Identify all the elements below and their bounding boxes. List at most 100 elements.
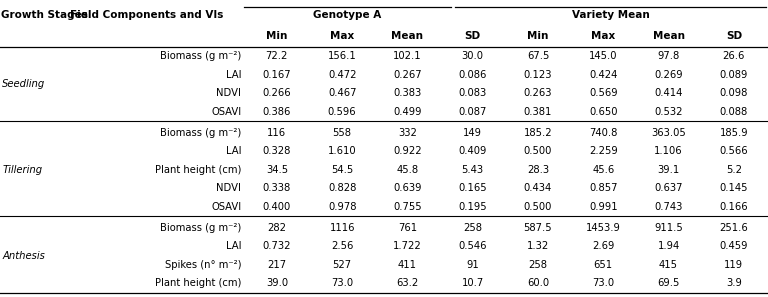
Text: 0.088: 0.088 [720, 107, 748, 117]
Text: Tillering: Tillering [2, 165, 42, 175]
Text: OSAVI: OSAVI [211, 202, 241, 212]
Text: 761: 761 [398, 223, 417, 233]
Text: Biomass (g m⁻²): Biomass (g m⁻²) [160, 223, 241, 233]
Text: 0.386: 0.386 [263, 107, 291, 117]
Text: 0.400: 0.400 [263, 202, 291, 212]
Text: 558: 558 [333, 128, 352, 138]
Text: 73.0: 73.0 [592, 278, 614, 288]
Text: 0.639: 0.639 [393, 183, 422, 193]
Text: 0.145: 0.145 [720, 183, 748, 193]
Text: 0.569: 0.569 [589, 88, 617, 98]
Text: 26.6: 26.6 [723, 51, 745, 61]
Text: 0.165: 0.165 [458, 183, 487, 193]
Text: 1453.9: 1453.9 [586, 223, 621, 233]
Text: 332: 332 [398, 128, 417, 138]
Text: 5.2: 5.2 [726, 165, 742, 175]
Text: 149: 149 [463, 128, 482, 138]
Text: 28.3: 28.3 [527, 165, 549, 175]
Text: 185.9: 185.9 [720, 128, 748, 138]
Text: Genotype A: Genotype A [313, 10, 382, 20]
Text: LAI: LAI [226, 241, 241, 251]
Text: 0.546: 0.546 [458, 241, 487, 251]
Text: 0.167: 0.167 [263, 69, 291, 80]
Text: 0.978: 0.978 [328, 202, 356, 212]
Text: 97.8: 97.8 [657, 51, 680, 61]
Text: 0.828: 0.828 [328, 183, 356, 193]
Text: 30.0: 30.0 [462, 51, 484, 61]
Text: LAI: LAI [226, 146, 241, 156]
Text: 0.424: 0.424 [589, 69, 617, 80]
Text: 39.0: 39.0 [266, 278, 288, 288]
Text: 0.596: 0.596 [328, 107, 356, 117]
Text: 0.409: 0.409 [458, 146, 487, 156]
Text: 60.0: 60.0 [527, 278, 549, 288]
Text: Biomass (g m⁻²): Biomass (g m⁻²) [160, 51, 241, 61]
Text: 63.2: 63.2 [396, 278, 419, 288]
Text: Mean: Mean [653, 31, 684, 41]
Text: 156.1: 156.1 [328, 51, 356, 61]
Text: 0.459: 0.459 [720, 241, 748, 251]
Text: 0.083: 0.083 [458, 88, 487, 98]
Text: 0.087: 0.087 [458, 107, 487, 117]
Text: 0.532: 0.532 [654, 107, 683, 117]
Text: 1116: 1116 [329, 223, 355, 233]
Text: OSAVI: OSAVI [211, 107, 241, 117]
Text: 102.1: 102.1 [393, 51, 422, 61]
Text: 54.5: 54.5 [331, 165, 353, 175]
Text: Max: Max [591, 31, 615, 41]
Text: 740.8: 740.8 [589, 128, 617, 138]
Text: 91: 91 [466, 260, 479, 270]
Text: 0.381: 0.381 [524, 107, 552, 117]
Text: 0.500: 0.500 [524, 202, 552, 212]
Text: 0.434: 0.434 [524, 183, 552, 193]
Text: 0.089: 0.089 [720, 69, 748, 80]
Text: 145.0: 145.0 [589, 51, 617, 61]
Text: 282: 282 [267, 223, 286, 233]
Text: 2.69: 2.69 [592, 241, 614, 251]
Text: 1.610: 1.610 [328, 146, 356, 156]
Text: 0.269: 0.269 [654, 69, 683, 80]
Text: 0.637: 0.637 [654, 183, 683, 193]
Text: 0.991: 0.991 [589, 202, 617, 212]
Text: 251.6: 251.6 [720, 223, 748, 233]
Text: 34.5: 34.5 [266, 165, 288, 175]
Text: 0.098: 0.098 [720, 88, 748, 98]
Text: 0.263: 0.263 [524, 88, 552, 98]
Text: Biomass (g m⁻²): Biomass (g m⁻²) [160, 128, 241, 138]
Text: NDVI: NDVI [217, 183, 241, 193]
Text: 119: 119 [724, 260, 743, 270]
Text: 73.0: 73.0 [331, 278, 353, 288]
Text: 72.2: 72.2 [266, 51, 288, 61]
Text: Field Components and VIs: Field Components and VIs [70, 10, 223, 20]
Text: 45.8: 45.8 [396, 165, 419, 175]
Text: 217: 217 [267, 260, 286, 270]
Text: Max: Max [330, 31, 354, 41]
Text: NDVI: NDVI [217, 88, 241, 98]
Text: 411: 411 [398, 260, 417, 270]
Text: 0.500: 0.500 [524, 146, 552, 156]
Text: 39.1: 39.1 [657, 165, 680, 175]
Text: 527: 527 [333, 260, 352, 270]
Text: 0.743: 0.743 [654, 202, 683, 212]
Text: 0.086: 0.086 [458, 69, 487, 80]
Text: 0.755: 0.755 [393, 202, 422, 212]
Text: 258: 258 [528, 260, 548, 270]
Text: 2.56: 2.56 [331, 241, 353, 251]
Text: 0.267: 0.267 [393, 69, 422, 80]
Text: 651: 651 [594, 260, 613, 270]
Text: Plant height (cm): Plant height (cm) [155, 165, 241, 175]
Text: 0.857: 0.857 [589, 183, 617, 193]
Text: 0.414: 0.414 [654, 88, 683, 98]
Text: Anthesis: Anthesis [2, 250, 45, 260]
Text: 0.195: 0.195 [458, 202, 487, 212]
Text: 0.328: 0.328 [263, 146, 291, 156]
Text: 363.05: 363.05 [651, 128, 686, 138]
Text: Variety Mean: Variety Mean [571, 10, 650, 20]
Text: Growth Stages: Growth Stages [1, 10, 88, 20]
Text: 67.5: 67.5 [527, 51, 549, 61]
Text: 5.43: 5.43 [462, 165, 484, 175]
Text: Seedling: Seedling [2, 79, 45, 89]
Text: 0.472: 0.472 [328, 69, 356, 80]
Text: 185.2: 185.2 [524, 128, 552, 138]
Text: 0.166: 0.166 [720, 202, 748, 212]
